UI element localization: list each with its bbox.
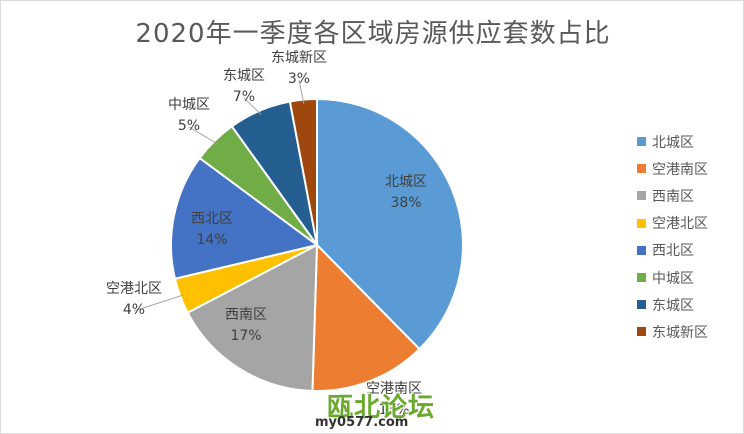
legend-swatch-1 — [637, 137, 646, 147]
legend-label-7: 东城区 — [652, 297, 694, 314]
leader-line-6 — [188, 126, 218, 145]
legend-swatch-5 — [637, 245, 646, 255]
legend-item-2: 空港南区 — [637, 155, 741, 182]
pie-slices — [170, 97, 464, 392]
pie-slice-2 — [311, 242, 421, 392]
legend-item-1: 北城区 — [637, 128, 741, 155]
legend-swatch-6 — [637, 273, 646, 283]
data-label-category-8: 东城新区 — [271, 50, 327, 66]
leader-lines — [133, 79, 305, 312]
legend-label-8: 东城新区 — [652, 324, 708, 341]
legend-swatch-4 — [637, 218, 646, 228]
leader-line-7 — [243, 97, 262, 115]
legend-label-4: 空港北区 — [652, 216, 708, 233]
data-label-category-6: 中城区 — [168, 97, 210, 113]
data-label-category-3: 西南区 — [225, 307, 267, 323]
legend-item-3: 西南区 — [637, 182, 741, 209]
data-labels: 北城区 38% 空港南区 13% 西南区 17% 空港北区 4% 西北区 14% 中城区 5% 东城区 7… — [106, 50, 427, 418]
data-label-percent-5: 14% — [196, 232, 227, 248]
data-label-category-2: 空港南区 — [366, 381, 422, 397]
leader-line-4 — [133, 294, 185, 312]
legend-label-5: 西北区 — [652, 243, 694, 260]
chart-title: 2020年一季度各区域房源供应套数占比 — [135, 19, 611, 49]
legend-swatch-3 — [637, 191, 646, 201]
data-label-percent-1: 38% — [390, 195, 421, 211]
legend-item-5: 西北区 — [637, 237, 741, 264]
data-label-category-7: 东城区 — [223, 68, 265, 84]
legend-swatch-7 — [637, 300, 646, 310]
data-label-percent-3: 17% — [230, 328, 261, 344]
data-label-category-5: 西北区 — [191, 211, 233, 227]
legend-swatch-2 — [637, 164, 646, 174]
legend-item-8: 东城新区 — [637, 318, 741, 345]
data-label-category-4: 空港北区 — [106, 281, 162, 297]
watermark-logo: 瓯北论坛 — [327, 393, 436, 423]
pie-slice-3 — [186, 243, 319, 392]
chart-legend: 北城区空港南区西南区空港北区西北区中城区东城区东城新区 — [637, 128, 741, 346]
legend-label-1: 北城区 — [652, 134, 694, 151]
legend-label-6: 中城区 — [652, 270, 694, 287]
data-label-category-1: 北城区 — [385, 174, 427, 190]
legend-label-3: 西南区 — [652, 188, 694, 205]
data-label-percent-4: 4% — [123, 302, 145, 318]
pie-slice-5 — [170, 156, 320, 280]
data-label-percent-6: 5% — [178, 118, 200, 134]
legend-item-4: 空港北区 — [637, 210, 741, 237]
legend-item-6: 中城区 — [637, 264, 741, 291]
data-label-percent-7: 7% — [233, 89, 255, 105]
data-label-percent-2: 13% — [378, 402, 409, 418]
legend-item-7: 东城区 — [637, 291, 741, 318]
watermark-url: my0577.com — [315, 415, 409, 430]
legend-swatch-8 — [637, 327, 646, 337]
leader-line-8 — [298, 79, 305, 104]
pie-slice-1 — [316, 97, 464, 351]
legend-label-2: 空港南区 — [652, 161, 708, 178]
watermark: 瓯北论坛 my0577.com — [305, 387, 465, 433]
data-label-percent-8: 3% — [288, 71, 310, 87]
